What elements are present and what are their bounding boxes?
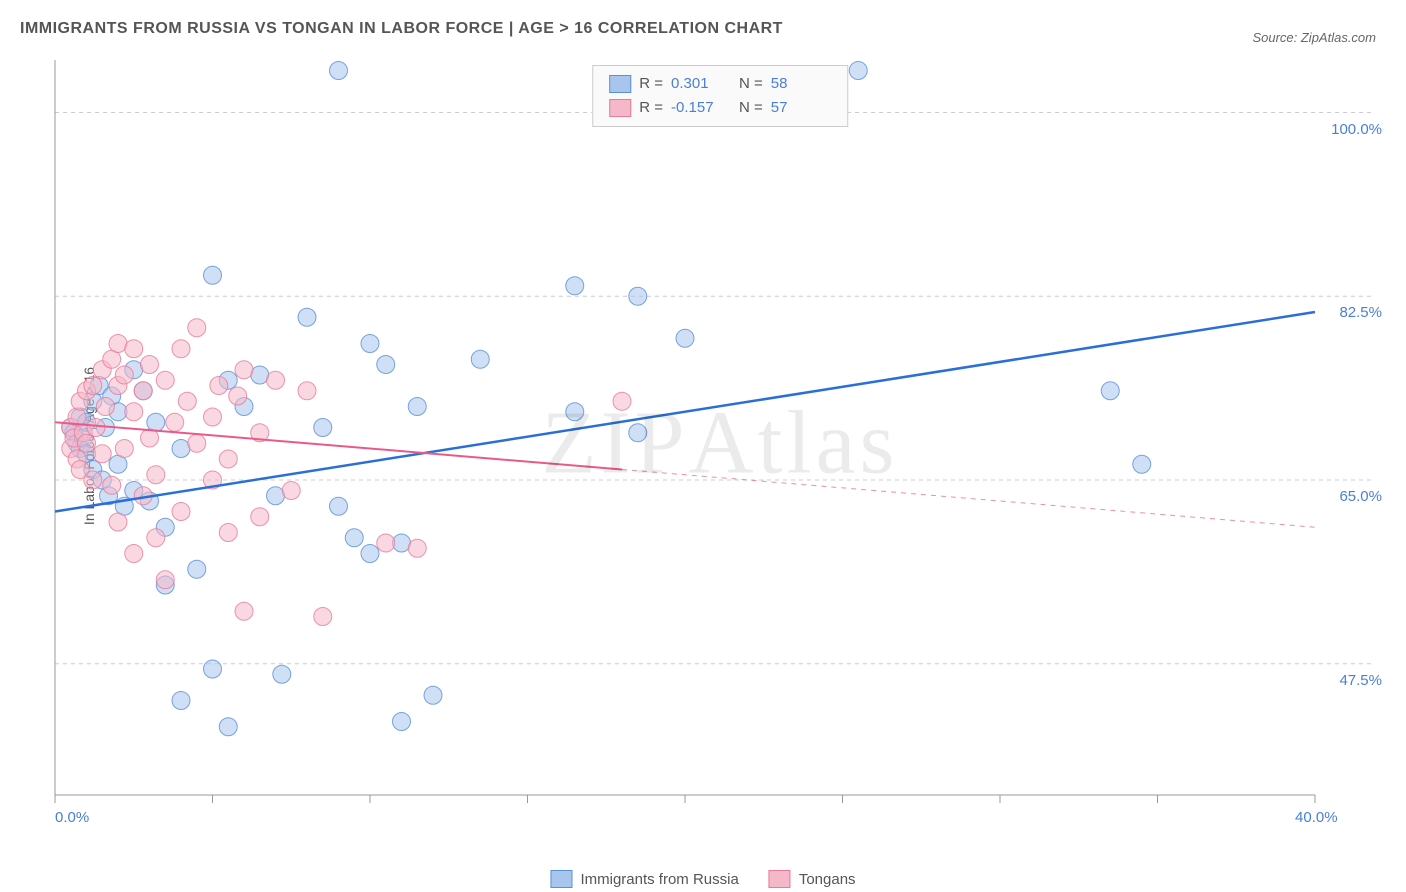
x-tick-label: 0.0% <box>55 809 89 826</box>
legend-label-tongan: Tongans <box>799 871 856 888</box>
r-value-tongan: -0.157 <box>671 96 731 120</box>
n-label: N = <box>739 72 763 96</box>
y-tick-label: 82.5% <box>1339 304 1382 321</box>
source-link[interactable]: ZipAtlas.com <box>1301 30 1376 45</box>
legend-item-russia: Immigrants from Russia <box>550 870 738 888</box>
source-prefix: Source: <box>1252 30 1300 45</box>
scatter-plot-svg <box>50 55 1390 830</box>
legend-item-tongan: Tongans <box>769 870 856 888</box>
y-tick-label: 65.0% <box>1339 488 1382 505</box>
legend-row-russia: R = 0.301 N = 58 <box>609 72 831 96</box>
legend-row-tongan: R = -0.157 N = 57 <box>609 96 831 120</box>
series-legend: Immigrants from Russia Tongans <box>550 870 855 888</box>
n-label: N = <box>739 96 763 120</box>
legend-label-russia: Immigrants from Russia <box>580 871 738 888</box>
source-attribution: Source: ZipAtlas.com <box>1252 30 1376 45</box>
correlation-legend: R = 0.301 N = 58 R = -0.157 N = 57 <box>592 65 848 127</box>
swatch-tongan <box>609 99 631 117</box>
swatch-russia-bottom <box>550 870 572 888</box>
n-value-russia: 58 <box>771 72 831 96</box>
r-value-russia: 0.301 <box>671 72 731 96</box>
y-tick-label: 47.5% <box>1339 672 1382 689</box>
n-value-tongan: 57 <box>771 96 831 120</box>
chart-area: R = 0.301 N = 58 R = -0.157 N = 57 ZIPAt… <box>50 55 1390 830</box>
y-tick-label: 100.0% <box>1331 121 1382 138</box>
swatch-russia <box>609 75 631 93</box>
x-tick-label: 40.0% <box>1295 809 1338 826</box>
swatch-tongan-bottom <box>769 870 791 888</box>
r-label: R = <box>639 72 663 96</box>
chart-title: IMMIGRANTS FROM RUSSIA VS TONGAN IN LABO… <box>20 20 783 38</box>
r-label: R = <box>639 96 663 120</box>
